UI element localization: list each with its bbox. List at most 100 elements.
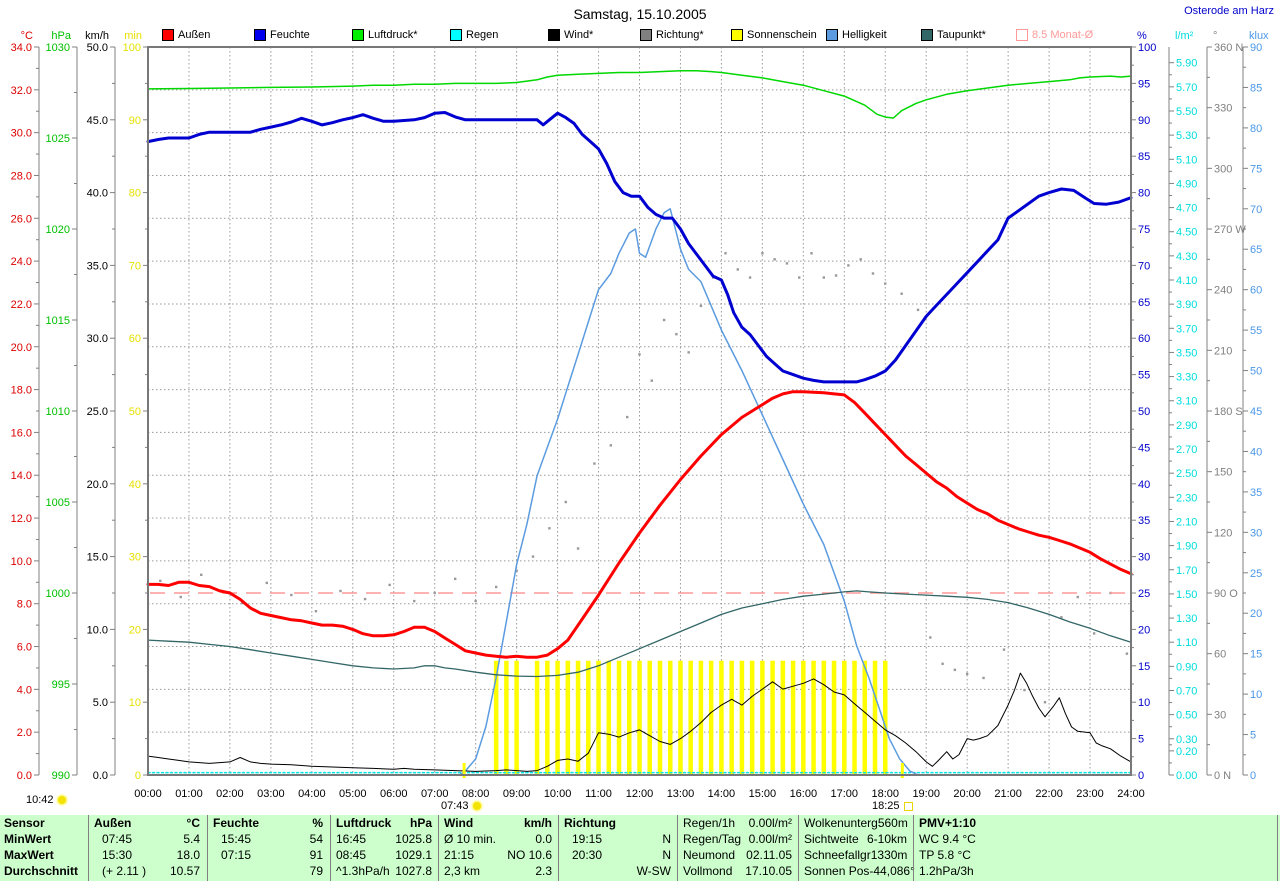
svg-text:80: 80 xyxy=(1138,188,1150,200)
svg-text:0.70: 0.70 xyxy=(1176,685,1197,697)
svg-text:360 N: 360 N xyxy=(1214,42,1243,54)
cell-value: 54 xyxy=(309,832,323,846)
grid xyxy=(148,47,1131,775)
axis-unit-wind: km/h xyxy=(85,30,109,42)
cell-label: Feuchte xyxy=(213,816,260,830)
svg-text:75: 75 xyxy=(1138,224,1150,236)
svg-text:21:00: 21:00 xyxy=(994,788,1022,800)
legend-swatch xyxy=(640,29,652,41)
cell-label: Durchschnitt xyxy=(4,864,79,878)
legend-label: Regen xyxy=(466,29,499,41)
cell-label: MinWert xyxy=(4,832,52,846)
svg-text:150: 150 xyxy=(1214,467,1232,479)
cell-value: 6-10km xyxy=(866,832,907,846)
table-row: Durchschnitt xyxy=(4,863,84,879)
svg-text:35: 35 xyxy=(1250,487,1262,499)
table-row: 15:30 18.0 xyxy=(94,847,200,863)
cell-label: Vollmond xyxy=(683,864,733,878)
svg-text:85: 85 xyxy=(1138,151,1150,163)
legend-item-4: Regen xyxy=(450,29,498,41)
cell-value: % xyxy=(312,816,323,830)
svg-text:5.90: 5.90 xyxy=(1176,58,1197,70)
svg-text:100: 100 xyxy=(123,42,141,54)
cell-label: 21:15 xyxy=(444,848,475,862)
cell-label: Neumond xyxy=(683,848,736,862)
series-au-en xyxy=(146,390,1133,659)
svg-text:5.10: 5.10 xyxy=(1176,154,1197,166)
svg-text:240: 240 xyxy=(1214,285,1232,297)
svg-text:2.90: 2.90 xyxy=(1176,420,1197,432)
svg-text:15:00: 15:00 xyxy=(749,788,777,800)
legend-swatch xyxy=(826,29,838,41)
cell-value: 0.00l/m² xyxy=(748,832,792,846)
svg-text:0.0: 0.0 xyxy=(17,770,32,782)
svg-text:3.50: 3.50 xyxy=(1176,347,1197,359)
legend-swatch xyxy=(731,29,743,41)
svg-text:22:00: 22:00 xyxy=(1035,788,1063,800)
day-length-value: 10:42 xyxy=(26,794,54,806)
station-name: Osterode am Harz xyxy=(1184,5,1274,17)
svg-text:17:00: 17:00 xyxy=(831,788,859,800)
svg-text:02:00: 02:00 xyxy=(216,788,244,800)
svg-text:25: 25 xyxy=(1250,568,1262,580)
legend-label: Richtung* xyxy=(656,29,704,41)
svg-text:210: 210 xyxy=(1214,345,1232,357)
legend-swatch xyxy=(921,29,933,41)
svg-text:22.0: 22.0 xyxy=(11,299,32,311)
sunrise-time: 07:43 xyxy=(441,800,469,812)
svg-text:55: 55 xyxy=(1250,325,1262,337)
legend-label: Taupunkt* xyxy=(937,29,986,41)
cell-label: 16:45 xyxy=(336,832,367,846)
svg-text:12:00: 12:00 xyxy=(626,788,654,800)
svg-text:55: 55 xyxy=(1138,370,1150,382)
svg-text:30.0: 30.0 xyxy=(87,333,108,345)
svg-text:60: 60 xyxy=(1250,285,1262,297)
series-richtung xyxy=(159,252,1129,704)
table-row: 08:45 1029.1 xyxy=(336,847,432,863)
table-separator xyxy=(558,815,559,881)
legend-item-10: 8.5 Monat-Ø xyxy=(1016,29,1093,41)
svg-text:16:00: 16:00 xyxy=(790,788,818,800)
table-row: W-SW xyxy=(564,863,671,879)
cell-label: 19:15 xyxy=(572,832,603,846)
svg-text:90 O: 90 O xyxy=(1214,588,1238,600)
table-row: 2,3 km 2.3 xyxy=(444,863,552,879)
legend-label: Feuchte xyxy=(270,29,310,41)
svg-text:90: 90 xyxy=(129,115,141,127)
svg-text:20.0: 20.0 xyxy=(87,479,108,491)
sunrise-icon xyxy=(472,802,481,810)
svg-text:0: 0 xyxy=(1138,770,1144,782)
table-row: 16:45 1025.8 xyxy=(336,831,432,847)
table-column-4: Luftdruck hPa 16:45 1025.8 08:45 1029.1 ^1.3hP… xyxy=(336,815,432,881)
legend-swatch xyxy=(1016,29,1028,41)
svg-text:15.0: 15.0 xyxy=(87,552,108,564)
svg-text:11:00: 11:00 xyxy=(585,788,612,800)
table-row: Wind km/h xyxy=(444,815,552,831)
svg-text:3.70: 3.70 xyxy=(1176,323,1197,335)
svg-text:08:00: 08:00 xyxy=(462,788,490,800)
table-column-8: Wolkenunterg 560m Sichtweite 6-10km Schneefa… xyxy=(804,815,915,881)
cell-value: NO 10.6 xyxy=(507,848,552,862)
table-row: Schneefallgr 1330m xyxy=(804,847,907,863)
svg-text:2.70: 2.70 xyxy=(1176,444,1197,456)
cell-value: 0.00l/m² xyxy=(748,816,792,830)
cell-value: 1027.8 xyxy=(395,864,432,878)
svg-text:04:00: 04:00 xyxy=(298,788,326,800)
legend-swatch xyxy=(450,29,462,41)
table-column-7: Regen/1h 0.00l/m² Regen/Tag 0.00l/m² Neumond… xyxy=(683,815,792,881)
table-row: 1.2hPa/3h xyxy=(919,863,1069,879)
svg-text:23:00: 23:00 xyxy=(1076,788,1104,800)
axis-pct: 1009590858075706560555045403530252015105… xyxy=(1131,30,1156,782)
table-separator xyxy=(207,815,208,881)
svg-text:6.0: 6.0 xyxy=(17,642,32,654)
cell-value: 10.57 xyxy=(169,864,200,878)
svg-text:50: 50 xyxy=(1138,406,1150,418)
svg-text:1005: 1005 xyxy=(46,497,70,509)
svg-text:4.10: 4.10 xyxy=(1176,275,1197,287)
table-row: Regen/1h 0.00l/m² xyxy=(683,815,792,831)
svg-text:1020: 1020 xyxy=(46,224,70,236)
table-separator xyxy=(438,815,439,881)
svg-text:50.0: 50.0 xyxy=(87,42,108,54)
cell-value: 2.3 xyxy=(535,864,552,878)
